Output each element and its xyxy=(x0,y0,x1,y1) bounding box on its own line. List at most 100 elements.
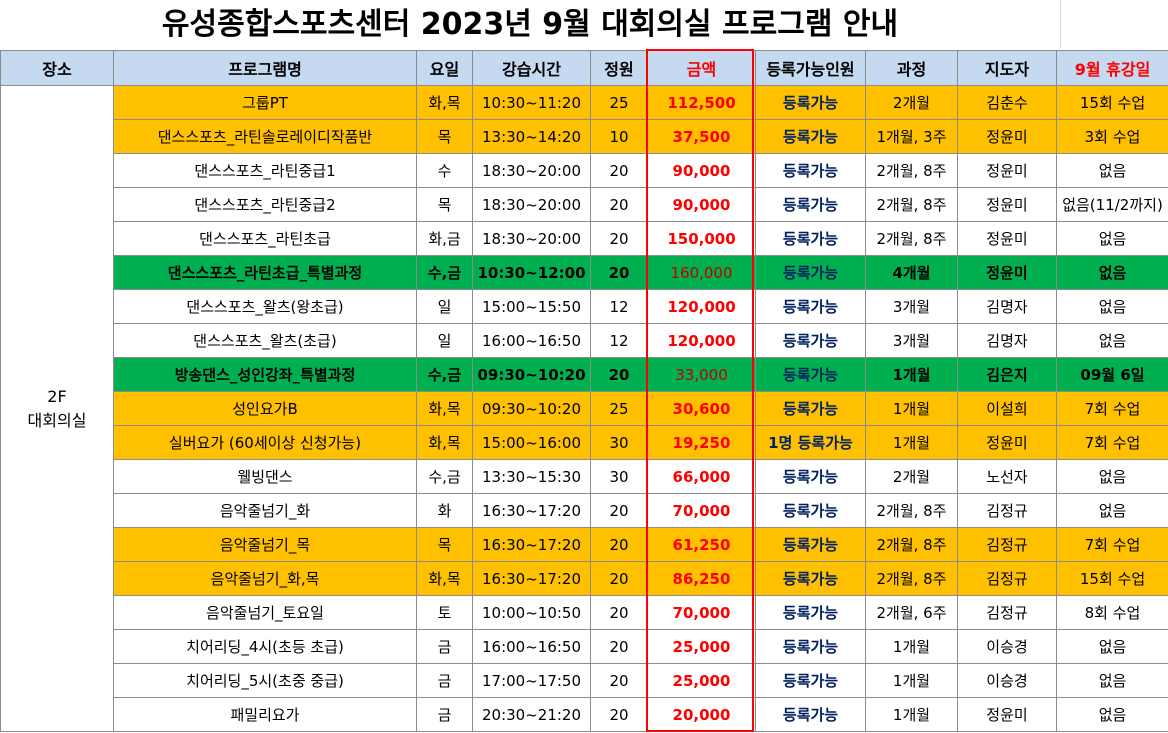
table-row: 음악줄넘기_화 화 16:30~17:20 20 70,000 등록가능 2개월, 8주 김정… xyxy=(1,493,1168,528)
day-cell: 목 xyxy=(416,119,473,154)
rest-day-cell: 없음 xyxy=(1056,697,1168,732)
empty-cell xyxy=(1060,0,1168,48)
day-cell: 토 xyxy=(416,595,473,630)
availability-cell: 등록가능 xyxy=(755,391,866,426)
capacity-cell: 20 xyxy=(590,663,648,698)
instructor-cell: 정윤미 xyxy=(957,153,1057,188)
day-cell: 목 xyxy=(416,187,473,222)
header-day: 요일 xyxy=(416,50,473,86)
program-name: 방송댄스_성인강좌_특별과정 xyxy=(113,357,417,392)
price-cell: 120,000 xyxy=(647,323,756,358)
capacity-cell: 30 xyxy=(590,459,648,494)
program-name: 댄스스포츠_라틴중급1 xyxy=(113,153,417,188)
table-row: 댄스스포츠_라틴솔로레이디작품반 목 13:30~14:20 10 37,500 등록가능… xyxy=(1,119,1168,154)
venue-floor: 2F xyxy=(47,386,67,406)
day-cell: 일 xyxy=(416,323,473,358)
time-cell: 09:30~10:20 xyxy=(472,357,591,392)
instructor-cell: 김정규 xyxy=(957,561,1057,596)
venue-cell: 2F 대회의실 xyxy=(0,85,114,732)
program-name: 그룹PT xyxy=(113,85,417,120)
time-cell: 16:30~17:20 xyxy=(472,527,591,562)
table-row: 댄스스포츠_왈츠(초급) 일 16:00~16:50 12 120,000 등록가능 3개월… xyxy=(1,323,1168,358)
table-row: 댄스스포츠_라틴초급_특별과정 수,금 10:30~12:00 20 160,000 등록… xyxy=(1,255,1168,290)
price-cell: 90,000 xyxy=(647,153,756,188)
capacity-cell: 25 xyxy=(590,391,648,426)
day-cell: 수 xyxy=(416,153,473,188)
table-row: 댄스스포츠_왈츠(왕초급) 일 15:00~15:50 12 120,000 등록가능 3개… xyxy=(1,289,1168,324)
time-cell: 15:00~15:50 xyxy=(472,289,591,324)
price-cell: 86,250 xyxy=(647,561,756,596)
instructor-cell: 김춘수 xyxy=(957,85,1057,120)
instructor-cell: 김명자 xyxy=(957,323,1057,358)
availability-cell: 등록가능 xyxy=(755,187,866,222)
header-price: 금액 xyxy=(647,50,756,86)
rest-day-cell: 없음 xyxy=(1056,289,1168,324)
course-cell: 3개월 xyxy=(865,323,958,358)
price-cell: 70,000 xyxy=(647,493,756,528)
table-row: 성인요가B 화,목 09:30~10:20 25 30,600 등록가능 1개월 이설희 7회 … xyxy=(1,391,1168,426)
table-row: 실버요가 (60세이상 신청가능) 화,목 15:00~16:00 30 19,250 1… xyxy=(1,425,1168,460)
day-cell: 수,금 xyxy=(416,255,473,290)
course-cell: 1개월 xyxy=(865,425,958,460)
time-cell: 20:30~21:20 xyxy=(472,697,591,732)
day-cell: 금 xyxy=(416,629,473,664)
course-cell: 2개월, 8주 xyxy=(865,493,958,528)
price-cell: 37,500 xyxy=(647,119,756,154)
price-cell: 61,250 xyxy=(647,527,756,562)
day-cell: 화,목 xyxy=(416,85,473,120)
availability-cell: 등록가능 xyxy=(755,323,866,358)
instructor-cell: 정윤미 xyxy=(957,221,1057,256)
program-name: 웰빙댄스 xyxy=(113,459,417,494)
rest-day-cell: 없음 xyxy=(1056,221,1168,256)
page-title: 유성종합스포츠센터 2023년 9월 대회의실 프로그램 안내 xyxy=(161,7,899,42)
time-cell: 16:30~17:20 xyxy=(472,493,591,528)
header-rest-days: 9월 휴강일 xyxy=(1056,50,1168,86)
table-row: 음악줄넘기_목 목 16:30~17:20 20 61,250 등록가능 2개월, 8주 김정… xyxy=(1,527,1168,562)
availability-cell: 등록가능 xyxy=(755,357,866,392)
rest-day-cell: 없음 xyxy=(1056,663,1168,698)
price-cell: 30,600 xyxy=(647,391,756,426)
instructor-cell: 정윤미 xyxy=(957,425,1057,460)
rest-day-cell: 없음 xyxy=(1056,323,1168,358)
instructor-cell: 김정규 xyxy=(957,493,1057,528)
capacity-cell: 20 xyxy=(590,561,648,596)
rest-day-cell: 7회 수업 xyxy=(1056,527,1168,562)
table-row: 댄스스포츠_라틴초급 화,금 18:30~20:00 20 150,000 등록가능 2개월… xyxy=(1,221,1168,256)
program-name: 음악줄넘기_화 xyxy=(113,493,417,528)
day-cell: 수,금 xyxy=(416,357,473,392)
availability-cell: 등록가능 xyxy=(755,255,866,290)
course-cell: 2개월 xyxy=(865,459,958,494)
rest-day-cell: 없음 xyxy=(1056,459,1168,494)
rest-day-cell: 없음 xyxy=(1056,255,1168,290)
availability-cell: 1명 등록가능 xyxy=(755,425,866,460)
program-table: 장소 프로그램명 요일 강습시간 정원 금액 등록가능인원 과정 지도자 9월 … xyxy=(0,50,1168,732)
capacity-cell: 12 xyxy=(590,323,648,358)
course-cell: 3개월 xyxy=(865,289,958,324)
instructor-cell: 노선자 xyxy=(957,459,1057,494)
availability-cell: 등록가능 xyxy=(755,289,866,324)
capacity-cell: 20 xyxy=(590,493,648,528)
day-cell: 화,금 xyxy=(416,221,473,256)
time-cell: 18:30~20:00 xyxy=(472,221,591,256)
venue-room: 대회의실 xyxy=(27,410,87,430)
rest-day-cell: 없음(11/2까지) xyxy=(1056,187,1168,222)
availability-cell: 등록가능 xyxy=(755,221,866,256)
table-row: 음악줄넘기_화,목 화,목 16:30~17:20 20 86,250 등록가능 2개월, … xyxy=(1,561,1168,596)
price-cell: 90,000 xyxy=(647,187,756,222)
capacity-cell: 20 xyxy=(590,595,648,630)
availability-cell: 등록가능 xyxy=(755,595,866,630)
instructor-cell: 김명자 xyxy=(957,289,1057,324)
course-cell: 2개월, 8주 xyxy=(865,561,958,596)
table-row: 치어리딩_5시(초중 중급) 금 17:00~17:50 20 25,000 등록가능 1개… xyxy=(1,663,1168,698)
header-row: 장소 프로그램명 요일 강습시간 정원 금액 등록가능인원 과정 지도자 9월 … xyxy=(0,50,1168,86)
availability-cell: 등록가능 xyxy=(755,493,866,528)
course-cell: 1개월 xyxy=(865,357,958,392)
day-cell: 목 xyxy=(416,527,473,562)
table-row: 치어리딩_4시(초등 초급) 금 16:00~16:50 20 25,000 등록가능 1개… xyxy=(1,629,1168,664)
price-cell: 150,000 xyxy=(647,221,756,256)
capacity-cell: 20 xyxy=(590,187,648,222)
course-cell: 1개월 xyxy=(865,391,958,426)
availability-cell: 등록가능 xyxy=(755,561,866,596)
time-cell: 16:00~16:50 xyxy=(472,323,591,358)
price-cell: 25,000 xyxy=(647,629,756,664)
